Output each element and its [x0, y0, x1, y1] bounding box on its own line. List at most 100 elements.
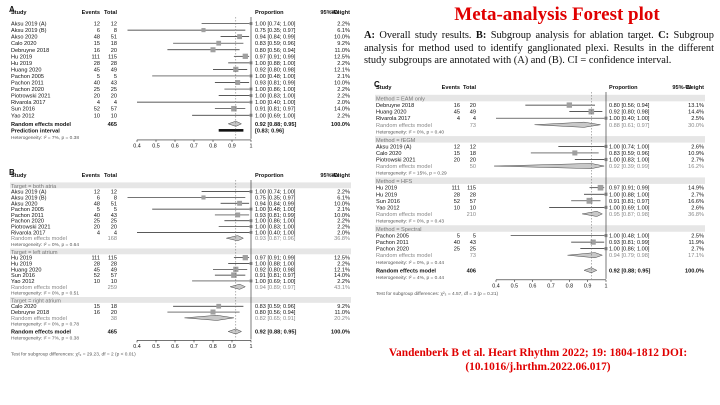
x-tick-label: 0.9 — [228, 344, 236, 350]
study-events: 6 — [97, 195, 100, 201]
study-ci: 0.92 [0.80; 0.98] — [609, 110, 650, 116]
study-total: 49 — [111, 267, 117, 273]
subgroup-summary-weight: 17.1% — [688, 253, 704, 259]
study-square — [235, 80, 241, 85]
study-square — [566, 102, 573, 108]
study-name: Yao 2012 — [11, 279, 35, 285]
study-ci: 0.93 [0.81; 0.99] — [255, 81, 296, 87]
subgroup-band — [10, 296, 351, 303]
study-weight: 2.2% — [337, 87, 350, 93]
subgroup-summary-ci: 0.92 [0.39; 0.99] — [609, 164, 650, 170]
study-name: Hu 2019 — [11, 61, 32, 67]
study-name: Piotrowski 2021 — [11, 225, 51, 231]
subgroup-summary-weight: 20.2% — [334, 316, 350, 322]
study-ci: 0.91 [0.81; 0.97] — [609, 199, 650, 205]
subgroup-summary-label: Random effects model — [11, 316, 67, 322]
study-name: Piotrowski 2021 — [376, 158, 416, 164]
study-ci: 1.00 [0.83; 1.00] — [255, 94, 296, 100]
subgroup-band — [375, 225, 705, 232]
subgroup-summary-label: Random effects model — [11, 236, 67, 242]
caption-c-label: C: — [658, 30, 670, 41]
study-square — [216, 40, 222, 46]
study-total: 57 — [470, 199, 476, 205]
x-tick-label: 0.5 — [511, 283, 519, 289]
study-ci: 1.00 [0.48; 1.00] — [255, 74, 296, 80]
study-total: 115 — [467, 186, 476, 192]
subgroup-summary-diamond — [184, 315, 234, 321]
study-name: Pachon 2005 — [376, 234, 409, 240]
subgroup-heterogeneity: Heterogeneity: I² = 0%, p = 0.43 — [376, 218, 444, 224]
study-ci: 0.92 [0.80; 0.98] — [255, 67, 296, 73]
caption-a-label: A: — [364, 30, 375, 41]
study-events: 52 — [94, 273, 100, 279]
study-total: 20 — [470, 158, 476, 164]
random-effects-total: 465 — [108, 122, 117, 128]
study-weight: 14.0% — [334, 107, 350, 113]
study-name: Debruyne 2018 — [11, 48, 49, 54]
study-ci: 1.00 [0.40; 1.00] — [255, 100, 296, 106]
random-effects-weight: 100.0% — [331, 122, 350, 128]
study-events: 25 — [454, 247, 460, 253]
study-square — [237, 200, 243, 206]
study-weight: 2.2% — [337, 22, 350, 28]
study-events: 4 — [97, 100, 100, 106]
study-ci: 0.80 [0.56; 0.94] — [255, 48, 296, 54]
study-name: Akso 2020 — [11, 35, 37, 41]
x-tick-label: 0.4 — [133, 344, 141, 350]
study-name: Debruyne 2018 — [11, 310, 49, 316]
study-total: 18 — [111, 304, 117, 310]
study-events: 111 — [451, 186, 460, 192]
study-ci: 1.00 [0.74; 1.00] — [255, 22, 296, 28]
subgroup-band — [10, 182, 351, 189]
subgroup-summary-total: 38 — [111, 316, 117, 322]
study-ci: 0.97 [0.91; 0.99] — [255, 54, 296, 60]
forest-plot-c: C Study Events Total Proportion 95%-CI Weight M… — [368, 78, 708, 342]
subgroup-heterogeneity: Heterogeneity: I² = 0%, p = 0.78 — [11, 322, 79, 328]
study-weight: 2.2% — [337, 94, 350, 100]
study-name: Hu 2019 — [11, 261, 32, 267]
study-name: Hu 2019 — [11, 54, 32, 60]
header-events: Events — [82, 173, 100, 179]
study-square — [216, 303, 222, 309]
study-events: 16 — [94, 48, 100, 54]
study-ci: 1.00 [0.69; 1.00] — [255, 113, 296, 119]
study-name: Sun 2016 — [11, 273, 35, 279]
subgroup-summary-diamond — [494, 163, 605, 169]
heterogeneity-text: Heterogeneity: I² = 7%, p = 0.38 — [11, 135, 79, 141]
study-total: 18 — [111, 41, 117, 47]
subgroup-summary-diamond — [226, 235, 245, 242]
overall-random-effects-weight: 100.0% — [331, 330, 350, 336]
study-total: 10 — [111, 113, 117, 119]
x-tick-label: 1 — [250, 143, 253, 149]
study-weight: 2.7% — [691, 158, 704, 164]
study-square — [588, 108, 595, 115]
x-tick-label: 0.8 — [209, 143, 217, 149]
x-tick-label: 0.5 — [152, 344, 160, 350]
subgroup-summary-ci: 0.95 [0.87; 0.98] — [609, 212, 650, 218]
caption-c-text: Subgroup analysis for method used to ide… — [364, 30, 714, 67]
random-effects-diamond — [227, 120, 243, 127]
subgroup-summary-diamond — [534, 121, 601, 128]
header-ci: 95%-CI — [672, 85, 691, 91]
study-events: 10 — [94, 279, 100, 285]
study-events: 28 — [94, 261, 100, 267]
subgroup-summary-weight: 36.8% — [688, 212, 704, 218]
citation: Vandenberk B et al. Heart Rhythm 2022; 1… — [370, 346, 706, 374]
caption-a-text: Overall study results. — [379, 30, 472, 41]
study-weight: 2.0% — [337, 230, 350, 236]
overall-random-effects-diamond — [227, 328, 243, 335]
study-events: 40 — [454, 240, 460, 246]
study-total: 20 — [111, 310, 117, 316]
study-weight: 16.6% — [688, 199, 704, 205]
forest-plot-a: A Study Events Total Proportion 95%-CI Weight A… — [3, 3, 353, 157]
study-events: 20 — [94, 94, 100, 100]
study-ci: 1.00 [0.48; 1.00] — [255, 207, 296, 213]
x-tick-label: 0.9 — [584, 283, 592, 289]
subgroup-label: Target = both atria — [11, 184, 57, 190]
study-total: 12 — [111, 22, 117, 28]
study-ci: 0.94 [0.84; 0.99] — [255, 35, 296, 41]
header-total: Total — [104, 10, 117, 16]
study-weight: 12.1% — [334, 67, 350, 73]
study-weight: 10.9% — [688, 151, 704, 157]
